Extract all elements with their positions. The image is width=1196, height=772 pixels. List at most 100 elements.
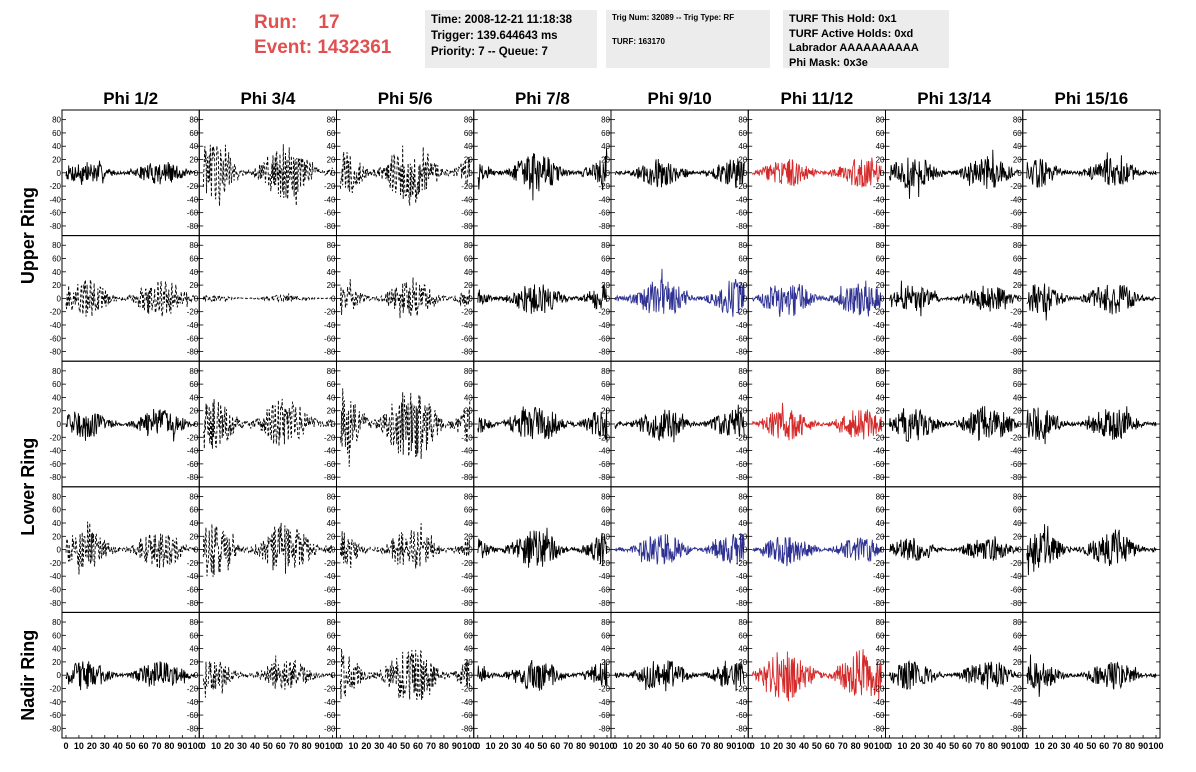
y-tick-label: 80 (189, 618, 198, 627)
y-tick-label: -60 (49, 209, 61, 218)
x-tick-label: 70 (426, 741, 436, 751)
x-tick-label: 10 (74, 741, 84, 751)
y-tick-label: 60 (464, 506, 473, 515)
x-tick-label: 70 (975, 741, 985, 751)
y-tick-label: -40 (461, 195, 473, 204)
y-tick-label: 60 (189, 506, 198, 515)
x-tick-label: 70 (838, 741, 848, 751)
x-tick-label: 80 (988, 741, 998, 751)
y-tick-label: -40 (461, 572, 473, 581)
y-tick-label: 40 (52, 142, 61, 151)
x-tick-label: 60 (962, 741, 972, 751)
x-tick-label: 10 (760, 741, 770, 751)
y-tick-label: 0 (606, 546, 611, 555)
waveform-trace (614, 660, 745, 692)
y-tick-label: 60 (1013, 380, 1022, 389)
x-tick-label: 60 (825, 741, 835, 751)
y-tick-label: 40 (52, 645, 61, 654)
y-tick-label: 40 (876, 645, 885, 654)
y-tick-label: 60 (327, 129, 336, 138)
y-tick-label: -20 (873, 684, 885, 693)
y-tick-label: -60 (598, 460, 610, 469)
y-tick-label: -20 (598, 559, 610, 568)
y-tick-label: 20 (327, 281, 336, 290)
y-tick-label: -60 (598, 711, 610, 720)
y-tick-label: 0 (468, 169, 473, 178)
priority-text: Priority: 7 -- Queue: 7 (431, 46, 548, 58)
y-tick-label: -80 (461, 724, 473, 733)
y-tick-label: 20 (189, 407, 198, 416)
y-tick-label: 0 (331, 169, 336, 178)
y-tick-label: 60 (738, 631, 747, 640)
y-tick-label: -40 (49, 321, 61, 330)
y-tick-label: -80 (187, 348, 199, 357)
event-label: Event: (254, 37, 313, 58)
column-header: Phi 9/10 (647, 89, 711, 108)
y-tick-label: -40 (1010, 698, 1022, 707)
y-tick-label: 0 (468, 420, 473, 429)
y-tick-label: 80 (1013, 367, 1022, 376)
y-tick-label: 60 (1013, 506, 1022, 515)
y-tick-label: -60 (49, 585, 61, 594)
y-tick-label: 80 (189, 492, 198, 501)
x-tick-label: 20 (361, 741, 371, 751)
y-tick-label: -40 (1010, 572, 1022, 581)
x-tick-label: 100 (325, 741, 340, 751)
y-tick-label: 0 (194, 420, 199, 429)
waveform-trace (477, 284, 608, 314)
y-tick-label: 20 (1013, 658, 1022, 667)
y-tick-label: 0 (331, 294, 336, 303)
x-tick-label: 90 (1001, 741, 1011, 751)
y-tick-label: 20 (876, 156, 885, 165)
y-tick-label: 20 (876, 532, 885, 541)
y-tick-label: 80 (1013, 116, 1022, 125)
y-tick-label: 60 (876, 255, 885, 264)
y-tick-label: -20 (598, 182, 610, 191)
y-tick-label: -60 (736, 711, 748, 720)
x-tick-label: 90 (177, 741, 187, 751)
y-tick-label: 60 (464, 380, 473, 389)
y-tick-label: 80 (1013, 492, 1022, 501)
y-tick-label: 60 (876, 631, 885, 640)
y-tick-label: 20 (52, 658, 61, 667)
x-tick-label: 100 (874, 741, 889, 751)
y-tick-label: -40 (187, 447, 199, 456)
y-tick-label: -60 (187, 460, 199, 469)
y-tick-label: -20 (1010, 308, 1022, 317)
y-tick-label: -80 (49, 222, 61, 231)
y-tick-label: 80 (876, 618, 885, 627)
y-tick-label: -20 (736, 308, 748, 317)
waveform-trace (1026, 283, 1157, 321)
y-tick-label: -80 (736, 724, 748, 733)
waveform-trace (889, 406, 1020, 442)
y-tick-label: 60 (327, 631, 336, 640)
y-tick-label: 80 (464, 492, 473, 501)
x-tick-label: 20 (224, 741, 234, 751)
phi-mask-text: Phi Mask: 0x3e (789, 56, 868, 69)
y-tick-label: 0 (606, 294, 611, 303)
waveform-trace (889, 659, 1020, 690)
x-tick-label: 50 (537, 741, 547, 751)
y-tick-label: -40 (461, 321, 473, 330)
x-tick-label: 80 (576, 741, 586, 751)
y-tick-label: -80 (324, 724, 336, 733)
y-tick-label: 0 (880, 420, 885, 429)
y-tick-label: 0 (1017, 294, 1022, 303)
y-tick-label: -40 (1010, 447, 1022, 456)
y-tick-label: -40 (324, 195, 336, 204)
y-tick-label: -20 (873, 182, 885, 191)
x-tick-label: 50 (812, 741, 822, 751)
x-tick-label: 10 (486, 741, 496, 751)
y-tick-label: 0 (1017, 546, 1022, 555)
y-tick-label: 80 (189, 367, 198, 376)
y-tick-label: 80 (601, 492, 610, 501)
y-tick-label: 0 (468, 546, 473, 555)
x-tick-label: 20 (910, 741, 920, 751)
event-line: Event: 1432361 (254, 35, 391, 60)
y-tick-label: -40 (598, 698, 610, 707)
y-tick-label: 40 (738, 645, 747, 654)
waveform-trace (340, 648, 471, 700)
y-tick-label: -60 (598, 585, 610, 594)
y-tick-label: 40 (1013, 393, 1022, 402)
y-tick-label: -60 (187, 585, 199, 594)
